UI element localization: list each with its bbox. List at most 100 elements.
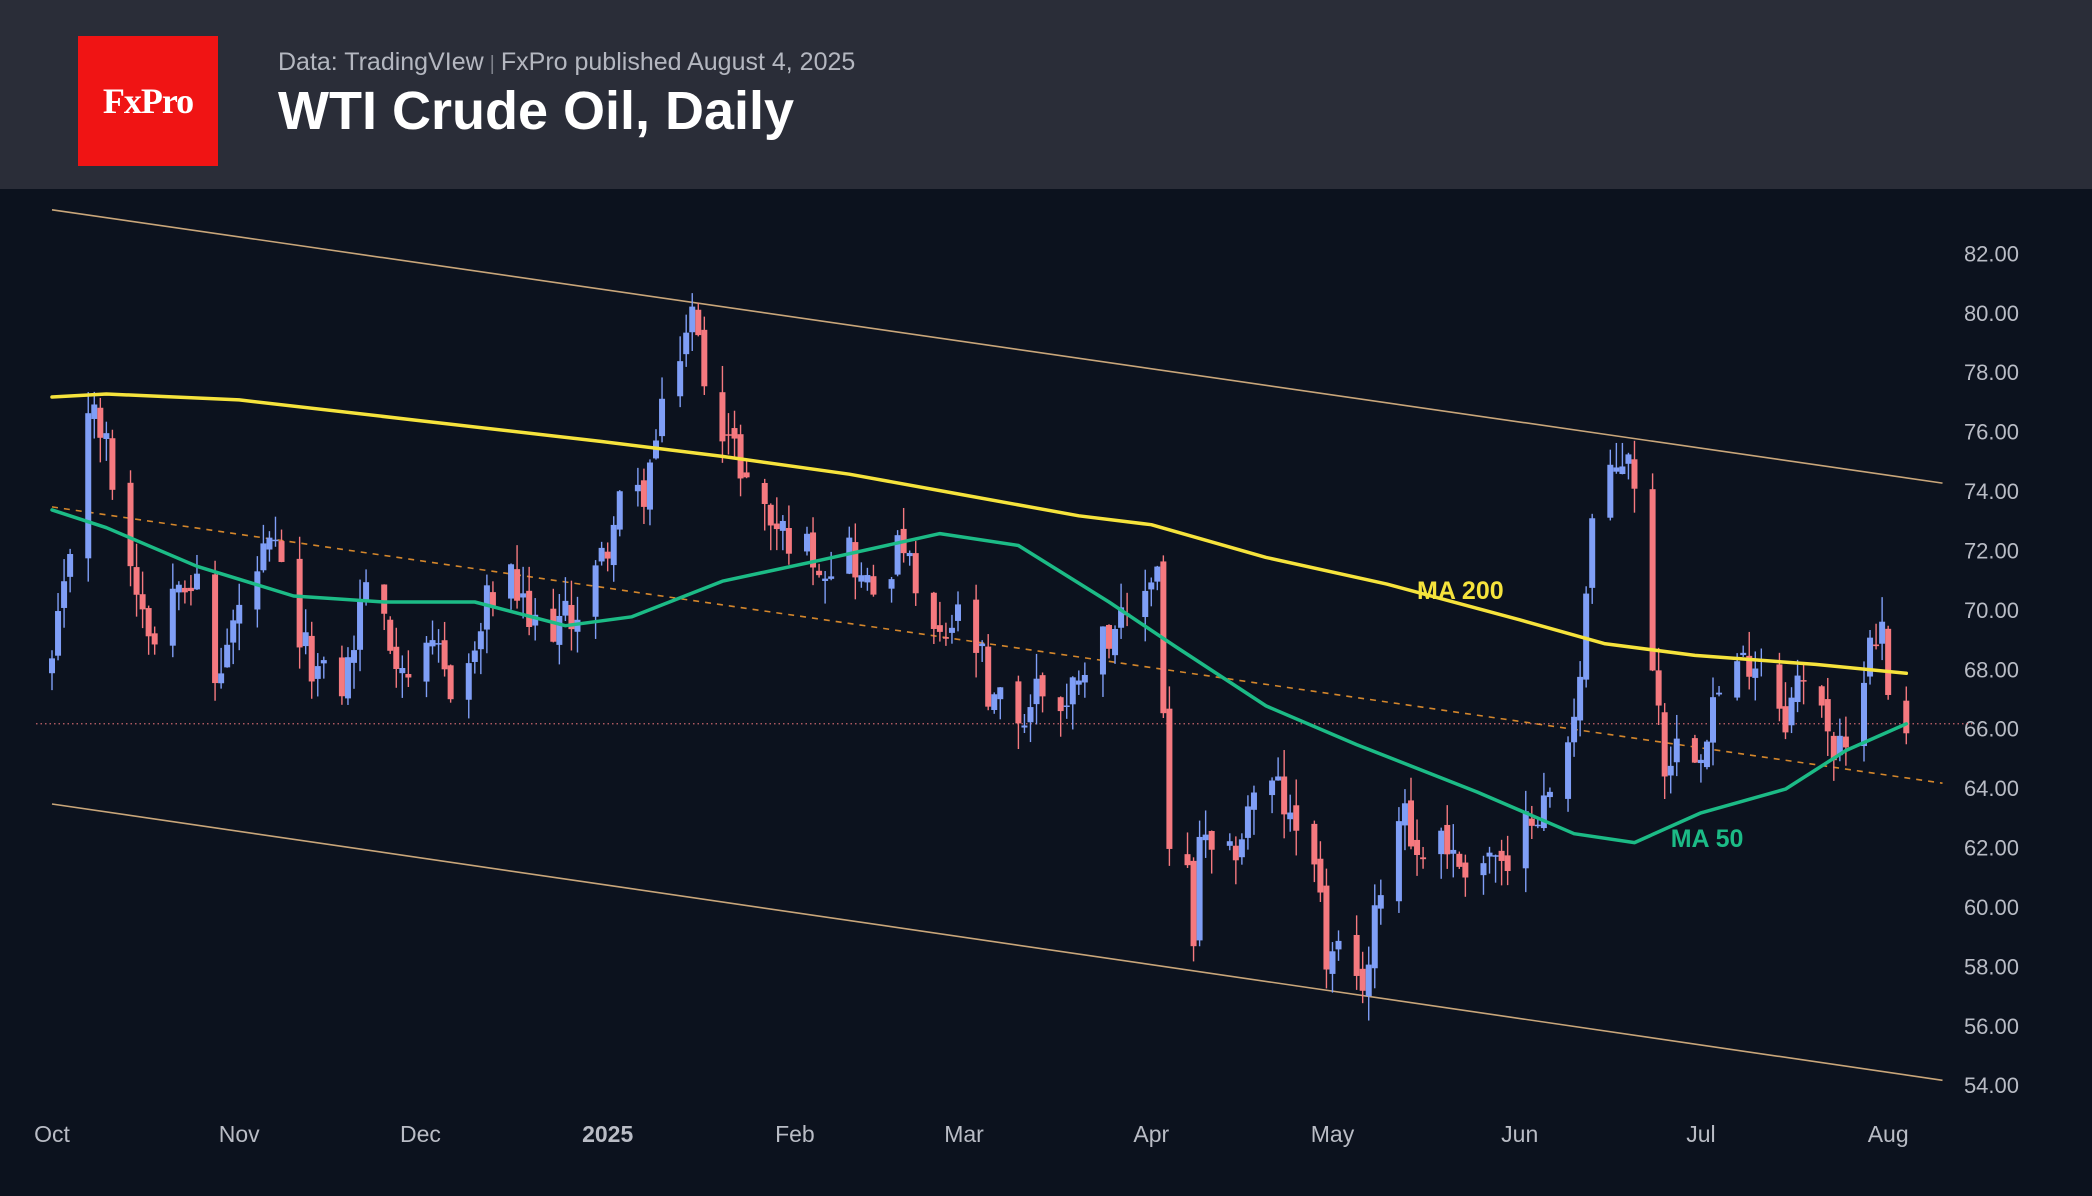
- x-tick-label: Aug: [1868, 1121, 1909, 1147]
- candle-body: [236, 604, 243, 624]
- candle-body: [1583, 593, 1590, 680]
- candle-body: [127, 482, 134, 567]
- candle-body: [870, 576, 877, 595]
- candle-body: [1691, 738, 1698, 763]
- candle-body: [296, 558, 303, 648]
- candle-body: [508, 564, 515, 599]
- candle-body: [1782, 706, 1789, 733]
- x-tick-label: Oct: [34, 1121, 70, 1147]
- ma-line: [50, 392, 1909, 676]
- candle-body: [1800, 680, 1807, 682]
- candle-body: [320, 660, 327, 664]
- candle-body: [477, 631, 484, 650]
- candle-body: [1824, 699, 1831, 732]
- y-tick-label: 82.00: [1964, 241, 2019, 266]
- candle-body: [344, 657, 351, 699]
- candle-body: [91, 404, 98, 419]
- x-tick-label: Jun: [1501, 1121, 1538, 1147]
- candle-body: [1486, 852, 1493, 857]
- candle-body: [1480, 863, 1487, 876]
- candle-body: [139, 594, 146, 610]
- y-tick-label: 78.00: [1964, 360, 2019, 385]
- candle-body: [435, 643, 442, 645]
- candle-body: [767, 504, 774, 526]
- candle-body: [610, 524, 617, 566]
- candle-body: [97, 407, 104, 438]
- candle-body: [810, 532, 817, 568]
- candle-body: [387, 619, 394, 651]
- candle-body: [1269, 780, 1276, 796]
- candle-body: [520, 593, 527, 598]
- candle-body: [1794, 675, 1801, 703]
- candle-body: [1776, 664, 1783, 709]
- candle-body: [1746, 655, 1753, 677]
- candle-body: [894, 535, 901, 575]
- candle-body: [864, 575, 871, 583]
- candle-body: [483, 585, 490, 630]
- fxpro-logo: FxPro: [78, 36, 218, 166]
- candle-body: [1057, 697, 1064, 712]
- candle-body: [1740, 652, 1747, 656]
- candle-body: [973, 599, 980, 653]
- y-tick-label: 76.00: [1964, 420, 2019, 445]
- candle-body: [1317, 858, 1324, 893]
- candle-body: [1359, 968, 1366, 991]
- candle-body: [1577, 676, 1584, 721]
- candle-body: [785, 528, 792, 554]
- candle-body: [1202, 834, 1209, 841]
- candle-body: [447, 665, 454, 700]
- candle-body: [151, 633, 158, 645]
- candle-body: [562, 600, 569, 616]
- candle-body: [1281, 776, 1288, 815]
- candle-body: [1244, 806, 1251, 838]
- candle-body: [212, 574, 219, 684]
- candle-body: [568, 604, 575, 630]
- candle-body: [846, 537, 853, 574]
- candle-body: [1498, 850, 1505, 861]
- candle-body: [1492, 855, 1499, 857]
- candle-body: [1867, 637, 1874, 677]
- candle-body: [948, 627, 955, 633]
- candle-body: [979, 643, 986, 647]
- candle-body: [363, 582, 370, 602]
- candle-body: [695, 309, 702, 336]
- publish-date: FxPro published August 4, 2025: [500, 48, 856, 76]
- candle-body: [471, 650, 478, 662]
- series-label: MA 50: [1671, 825, 1744, 853]
- series-label: MA 200: [1417, 577, 1504, 605]
- candle-body: [1450, 849, 1457, 854]
- candle-body: [719, 392, 726, 442]
- candle-body: [489, 592, 496, 606]
- candle-body: [230, 620, 237, 643]
- candle-body: [67, 554, 74, 577]
- candle-body: [1661, 712, 1668, 777]
- candle-body: [1522, 811, 1529, 869]
- candle-body: [1565, 742, 1572, 799]
- candle-body: [1438, 830, 1445, 855]
- candle-body: [85, 413, 92, 559]
- y-tick-label: 56.00: [1964, 1014, 2019, 1039]
- candle-body: [1546, 791, 1553, 798]
- candle-body: [906, 552, 913, 557]
- candle-body: [598, 547, 605, 562]
- candle-body: [187, 587, 194, 592]
- candle-body: [260, 543, 267, 571]
- candle-body: [804, 533, 810, 552]
- candle-body: [1232, 845, 1239, 861]
- candle-body: [532, 614, 539, 626]
- candle-body: [1788, 697, 1795, 726]
- candle-body: [145, 608, 152, 637]
- candle-body: [616, 491, 623, 530]
- candle-body: [302, 632, 309, 647]
- candle-body: [1148, 582, 1155, 590]
- x-tick-label: Dec: [400, 1121, 441, 1147]
- candle-body: [1311, 823, 1318, 865]
- candle-body: [308, 635, 315, 682]
- candle-body: [822, 578, 829, 581]
- candle-body: [61, 581, 68, 608]
- data-source: Data: TradingVIew: [278, 48, 484, 76]
- candle-body: [49, 658, 55, 674]
- candle-body: [858, 575, 865, 582]
- y-axis: 54.00 56.00 58.00 60.00 62.00 64.00 66.00 68.00…: [1964, 241, 2019, 1098]
- y-tick-label: 74.00: [1964, 479, 2019, 504]
